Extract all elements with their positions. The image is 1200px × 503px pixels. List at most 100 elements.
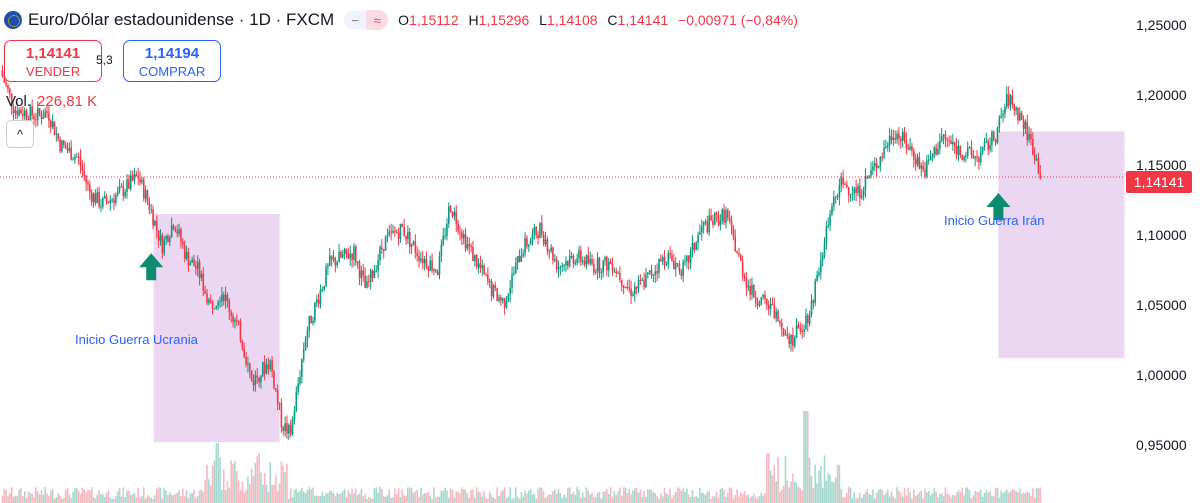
volume-bar [559, 493, 562, 503]
candle-body [87, 182, 89, 185]
candle-body [248, 363, 251, 371]
candle-body [974, 156, 976, 159]
candle-body [780, 322, 783, 329]
chart-mode-toggle[interactable]: − ≈ [344, 10, 389, 30]
candle-body [953, 141, 956, 146]
volume-bar [767, 453, 770, 503]
volume-bar [373, 488, 376, 503]
volume-bar [382, 496, 385, 503]
candle-body [883, 147, 885, 158]
candle-body [1, 69, 4, 77]
volume-bar [321, 491, 324, 503]
candle-body [628, 287, 631, 289]
candle-body [894, 137, 896, 140]
candle-body [810, 300, 813, 316]
candle-body [219, 301, 221, 303]
candle-body [650, 270, 653, 276]
volume-bar [779, 492, 781, 503]
candle-body [702, 222, 705, 226]
candle-body [656, 271, 658, 274]
candle-body [170, 225, 173, 238]
candle-body [875, 163, 878, 169]
volume-label: Vol. [6, 93, 32, 110]
volume-bar [280, 461, 283, 503]
buy-button[interactable]: 1,14194 COMPRAR [123, 40, 221, 82]
candle-body [970, 147, 973, 155]
volume-bar [903, 488, 906, 503]
candle-body [654, 271, 657, 275]
volume-bar [128, 490, 130, 503]
volume-bar [362, 496, 365, 503]
candle-body [213, 308, 216, 310]
volume-bar [570, 493, 573, 503]
candle-body [423, 258, 426, 264]
volume-bar [57, 493, 59, 503]
candle-body [766, 299, 768, 306]
volume-bar [901, 496, 904, 503]
candle-body [189, 262, 192, 266]
volume-bar [470, 490, 472, 503]
volume-bar [550, 495, 552, 503]
volume-bar [663, 487, 666, 503]
volume-bar [397, 488, 400, 503]
candle-body [61, 140, 63, 152]
volume-bar [302, 491, 305, 503]
collapse-button[interactable]: ^ [6, 120, 34, 148]
volume-bar [12, 496, 15, 503]
volume-bar [892, 496, 895, 503]
volume-bar [155, 488, 158, 503]
volume-bar [431, 498, 433, 503]
candle-body [325, 266, 327, 286]
candle-body [485, 273, 487, 275]
candle-body [542, 234, 545, 245]
volume-bar [899, 492, 902, 503]
volume-bar [706, 491, 709, 503]
volume-bar [273, 484, 275, 503]
volume-bar [539, 487, 541, 503]
candle-body [459, 231, 461, 233]
candle-body [448, 206, 450, 224]
volume-bar [849, 487, 852, 503]
candle-body [36, 108, 39, 120]
volume-bar [340, 493, 342, 503]
candle-body [509, 287, 511, 295]
volume-bar [596, 492, 599, 503]
volume-bar [33, 497, 35, 503]
candle-body [22, 113, 24, 117]
volume-bar [753, 493, 755, 503]
volume-bar [829, 474, 831, 503]
volume-bar [909, 492, 911, 503]
candle-body [699, 232, 701, 235]
candle-body [55, 133, 58, 135]
volume-bar [228, 487, 231, 503]
volume-bar [5, 489, 7, 503]
candle-body [555, 259, 558, 270]
euro-flag-icon [4, 11, 22, 29]
approx-icon[interactable]: ≈ [366, 10, 389, 30]
candle-body [648, 270, 651, 273]
candle-body [102, 198, 104, 207]
candle-body [35, 119, 37, 121]
candle-body [624, 286, 627, 288]
candle-body [401, 224, 404, 227]
volume-bar [782, 485, 785, 503]
volume-bar [347, 490, 350, 503]
volume-bar [416, 490, 418, 503]
candle-body [128, 179, 130, 189]
candle-body [174, 229, 177, 232]
candle-body [823, 243, 826, 254]
volume-bar [189, 493, 192, 503]
volume-bar [860, 497, 863, 503]
volume-bar [96, 494, 99, 503]
volume-bar [814, 464, 817, 503]
minus-icon[interactable]: − [351, 12, 359, 28]
candle-body [498, 297, 500, 301]
candle-body [732, 226, 735, 237]
volume-bar [838, 465, 841, 503]
volume-bar [946, 493, 949, 503]
symbol-title[interactable]: Euro/Dólar estadounidense · 1D · FXCM [28, 10, 335, 29]
volume-bar [187, 498, 190, 503]
volume-bar [172, 495, 175, 503]
sell-button[interactable]: 1,14141 VENDER [4, 40, 102, 82]
